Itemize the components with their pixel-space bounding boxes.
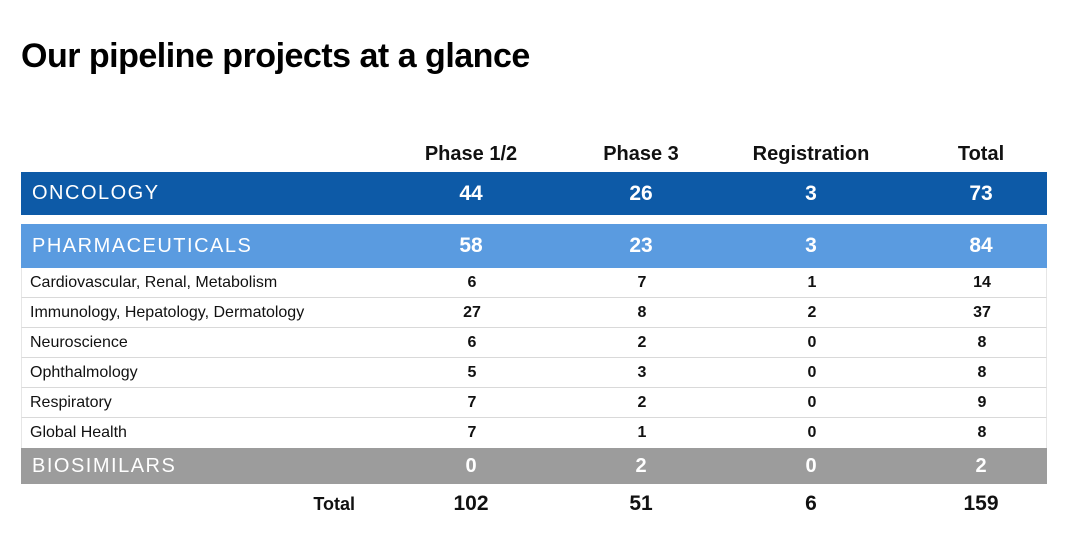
table-row: Neuroscience 6 2 0 8 [21, 328, 1047, 358]
value-cell: 0 [807, 424, 817, 441]
value-cell: 0 [807, 363, 817, 381]
pharmaceuticals-row: PHARMACEUTICALS 58 23 3 84 [21, 224, 1047, 268]
totals-label: Total [313, 493, 355, 514]
value-cell: 3 [805, 234, 817, 257]
value-cell: 0 [807, 393, 817, 411]
column-header-phase-3: Phase 3 [603, 143, 679, 165]
category-label: BIOSIMILARS [32, 454, 177, 477]
value-cell: 0 [465, 454, 477, 477]
value-cell: 5 [467, 363, 477, 381]
value-cell: 2 [637, 393, 647, 411]
row-gap [21, 215, 1047, 224]
value-cell: 6 [467, 333, 477, 351]
value-cell: 27 [463, 303, 481, 321]
table-row: Respiratory 7 2 0 9 [21, 388, 1047, 418]
value-cell: 1 [637, 424, 647, 441]
value-cell: 8 [977, 363, 987, 381]
value-cell: 2 [807, 303, 817, 321]
total-value-cell: 6 [805, 492, 817, 515]
value-cell: 8 [977, 333, 987, 351]
value-cell: 44 [459, 181, 483, 205]
value-cell: 84 [969, 234, 993, 257]
total-value-cell: 102 [453, 492, 489, 515]
category-label: PHARMACEUTICALS [32, 234, 253, 257]
column-header-registration: Registration [752, 143, 870, 165]
value-cell: 26 [629, 181, 653, 205]
value-cell: 7 [467, 424, 477, 441]
value-cell: 0 [805, 454, 817, 477]
value-cell: 3 [637, 363, 647, 381]
value-cell: 7 [467, 393, 477, 411]
value-cell: 7 [637, 273, 647, 291]
value-cell: 2 [635, 454, 647, 477]
table-row: Global Health 7 1 0 8 [21, 418, 1047, 448]
area-label: Global Health [30, 424, 127, 441]
totals-row: Total 102 51 6 159 [21, 484, 1047, 524]
value-cell: 0 [807, 333, 817, 351]
oncology-row: ONCOLOGY 44 26 3 73 [21, 172, 1047, 215]
total-value-cell: 159 [963, 492, 999, 515]
pipeline-table: Phase 1/2 Phase 3 Registration Total ONC… [21, 137, 1047, 524]
category-label: ONCOLOGY [32, 182, 160, 204]
column-header-phase-1-2: Phase 1/2 [424, 143, 518, 165]
value-cell: 1 [807, 273, 817, 291]
area-label: Ophthalmology [30, 363, 138, 381]
value-cell: 8 [977, 424, 987, 441]
value-cell: 3 [805, 181, 817, 205]
table-row: Cardiovascular, Renal, Metabolism 6 7 1 … [21, 268, 1047, 298]
value-cell: 73 [969, 181, 993, 205]
value-cell: 23 [629, 234, 653, 257]
value-cell: 8 [637, 303, 647, 321]
total-value-cell: 51 [629, 492, 653, 515]
page-title: Our pipeline projects at a glance [21, 37, 530, 75]
value-cell: 6 [467, 273, 477, 291]
column-header-total: Total [957, 143, 1005, 165]
value-cell: 58 [459, 234, 483, 257]
table-row: Ophthalmology 5 3 0 8 [21, 358, 1047, 388]
area-label: Respiratory [30, 393, 112, 411]
value-cell: 37 [973, 303, 991, 321]
table-row: Immunology, Hepatology, Dermatology 27 8… [21, 298, 1047, 328]
value-cell: 2 [975, 454, 987, 477]
value-cell: 14 [973, 273, 991, 291]
table-header-row: Phase 1/2 Phase 3 Registration Total [21, 137, 1047, 172]
value-cell: 9 [977, 393, 987, 411]
value-cell: 2 [637, 333, 647, 351]
area-label: Immunology, Hepatology, Dermatology [30, 303, 305, 321]
area-label: Neuroscience [30, 333, 128, 351]
biosimilars-row: BIOSIMILARS 0 2 0 2 [21, 448, 1047, 484]
area-label: Cardiovascular, Renal, Metabolism [30, 273, 278, 291]
